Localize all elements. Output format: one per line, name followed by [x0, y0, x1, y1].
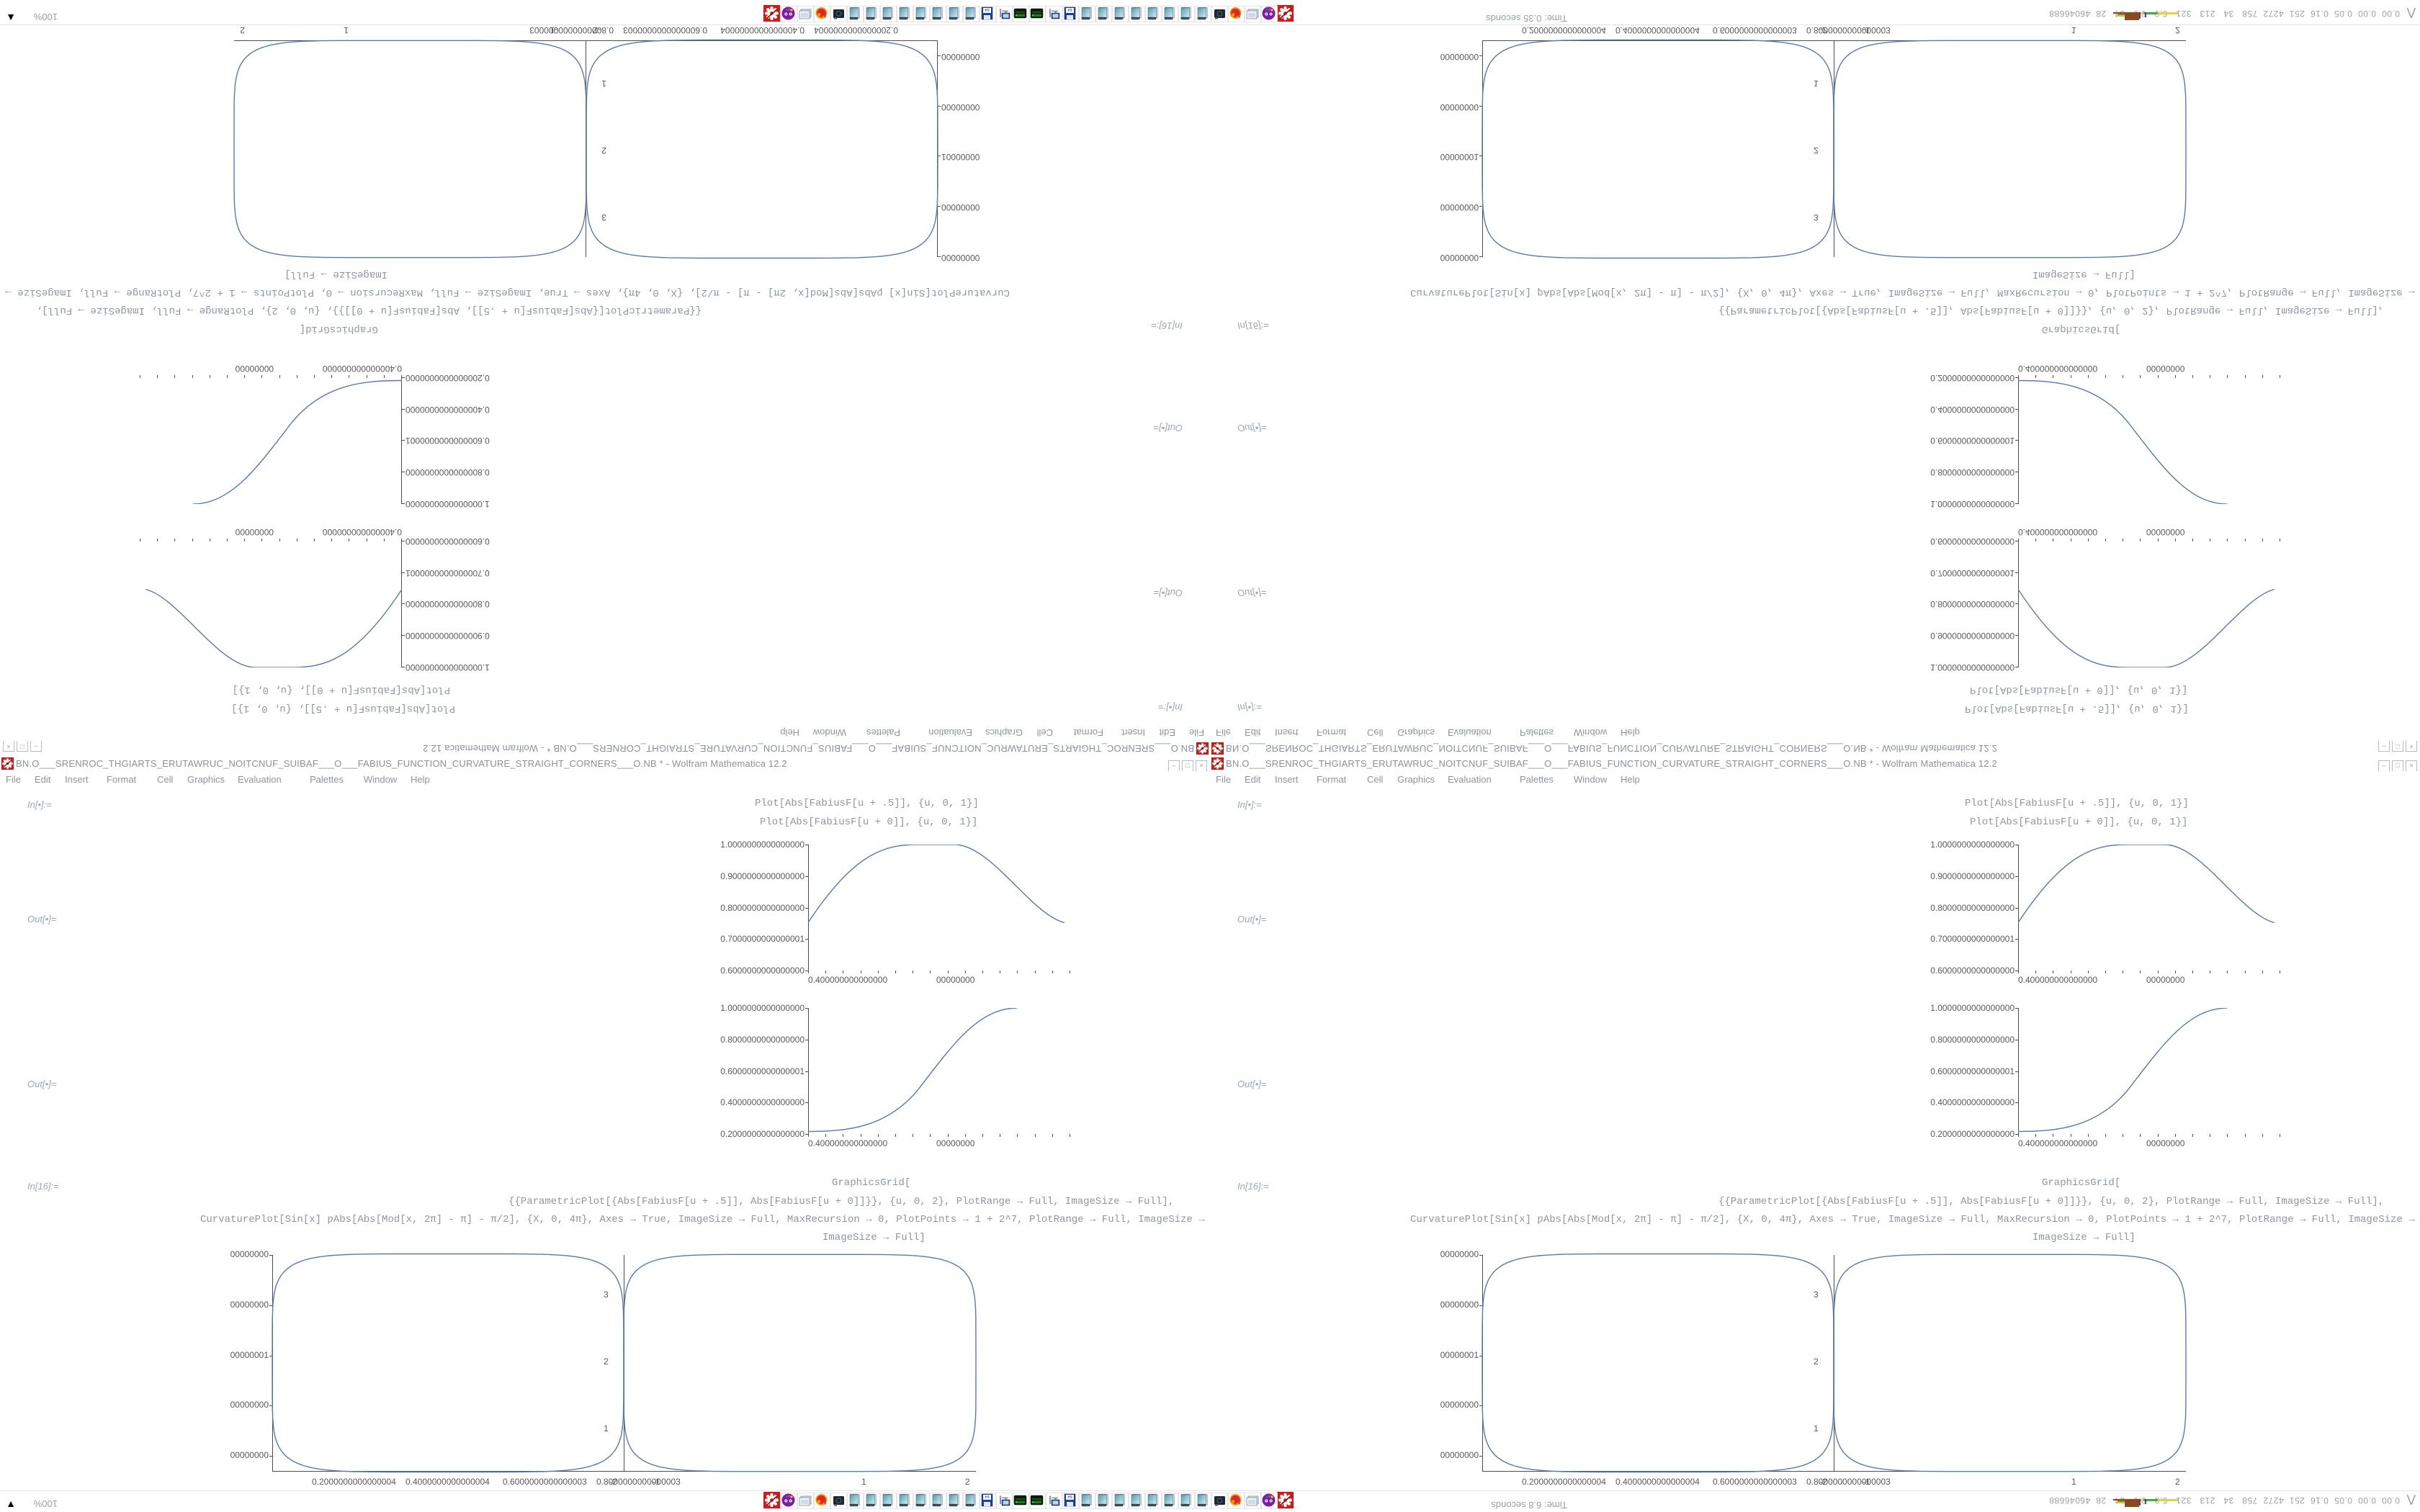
svg-text:64: 64	[1067, 1494, 1072, 1498]
svg-text:64: 64	[1067, 7, 1072, 12]
svg-text:64: 64	[985, 1494, 989, 1498]
svg-text:64: 64	[985, 7, 989, 12]
